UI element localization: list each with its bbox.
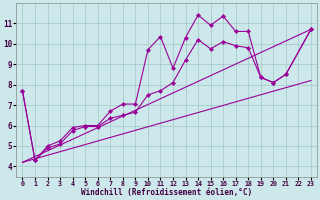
X-axis label: Windchill (Refroidissement éolien,°C): Windchill (Refroidissement éolien,°C): [81, 188, 252, 197]
